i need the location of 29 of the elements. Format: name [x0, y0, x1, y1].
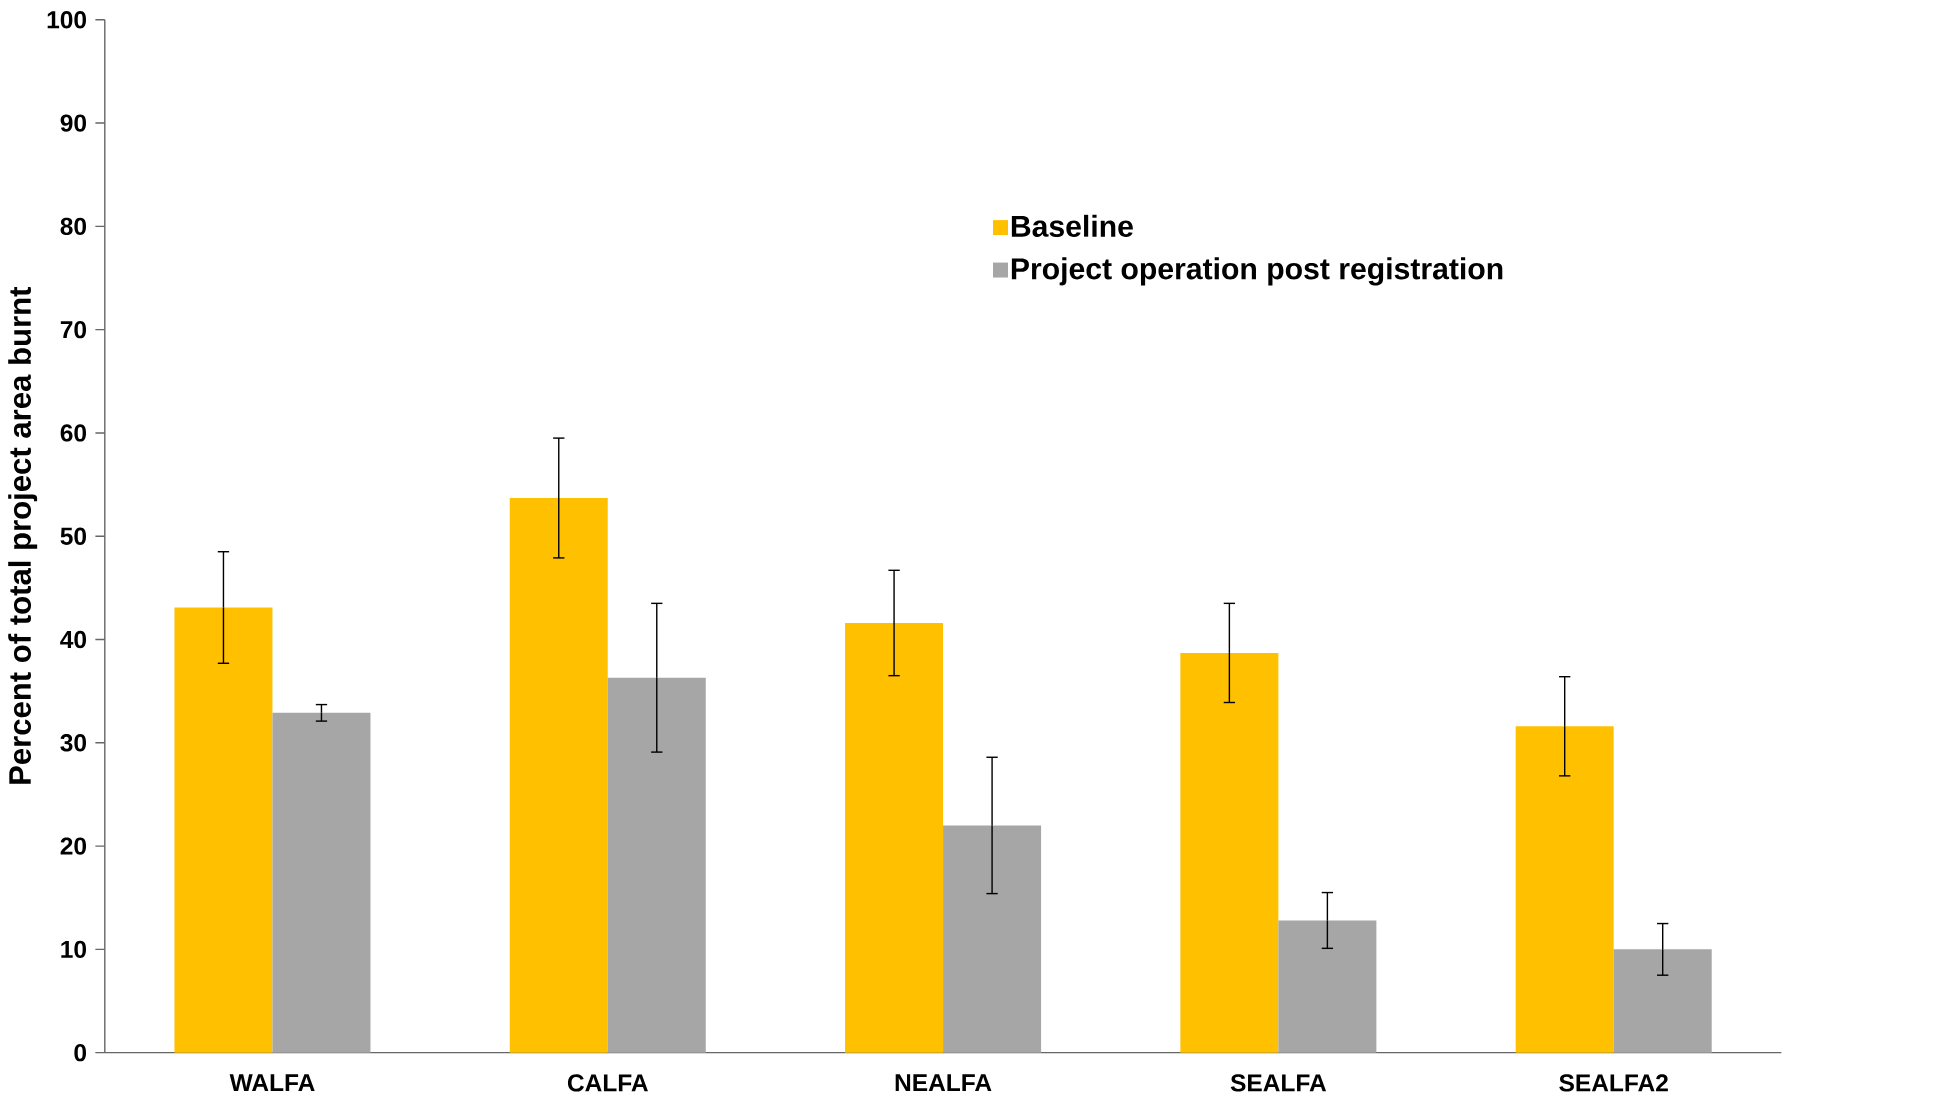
- y-tick-label: 20: [60, 837, 87, 855]
- y-tick-label: 100: [47, 11, 87, 29]
- y-tick-label: 10: [61, 940, 87, 959]
- y-tick-label: 0: [74, 1044, 87, 1062]
- y-tick-label: 40: [60, 630, 87, 649]
- legend-label: Project operation post registration: [1011, 257, 1503, 286]
- x-tick-label: WALFA: [229, 1074, 315, 1092]
- bar: [1278, 920, 1377, 1053]
- bar: [845, 623, 944, 1053]
- y-tick-label: 70: [60, 321, 87, 339]
- y-tick-label: 80: [60, 217, 87, 236]
- x-tick-label: CALFA: [567, 1074, 648, 1092]
- bar: [607, 677, 706, 1053]
- bar: [1515, 726, 1614, 1053]
- bar: [272, 712, 371, 1053]
- x-tick-label: NEALFA: [895, 1074, 992, 1092]
- x-tick-label: SEALFA2: [1559, 1074, 1668, 1092]
- bar: [509, 498, 608, 1053]
- y-tick-label: 90: [60, 114, 87, 132]
- x-tick-label: SEALFA: [1230, 1074, 1327, 1092]
- y-tick-label: 30: [60, 734, 87, 752]
- bar: [943, 825, 1042, 1053]
- y-tick-label: 60: [60, 424, 87, 442]
- bar: [1180, 653, 1279, 1053]
- y-axis-title: Percent of total project area burnt: [8, 286, 38, 784]
- y-tick-label: 50: [60, 527, 87, 545]
- legend-label: Baseline: [1011, 214, 1133, 238]
- bar: [174, 607, 273, 1053]
- bar: [1613, 949, 1712, 1053]
